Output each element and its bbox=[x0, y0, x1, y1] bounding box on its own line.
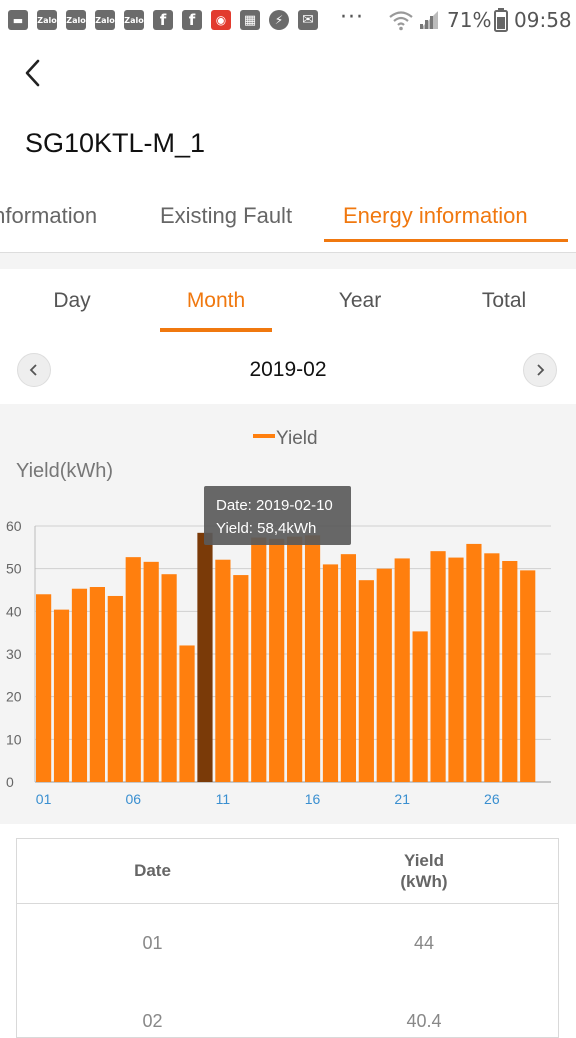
tab-energy-information[interactable]: Energy information bbox=[343, 203, 528, 228]
bar-20[interactable] bbox=[376, 568, 392, 782]
x-tick-label: 16 bbox=[305, 791, 321, 807]
back-arrow-icon[interactable] bbox=[18, 58, 48, 88]
signal-icon bbox=[420, 11, 438, 29]
period-tab-month[interactable]: Month bbox=[186, 289, 246, 312]
x-tick-label: 26 bbox=[484, 791, 500, 807]
table-row: 01 44 bbox=[17, 904, 558, 982]
y-tick-label: 40 bbox=[6, 603, 22, 619]
y-tick-label: 10 bbox=[6, 731, 22, 747]
y-axis-title: Yield(kWh) bbox=[16, 460, 113, 482]
device-title: SG10KTL-M_1 bbox=[25, 128, 206, 158]
zalo-icon: Zalo bbox=[95, 10, 115, 30]
bar-01[interactable] bbox=[36, 594, 52, 782]
more-indicator: ··· bbox=[340, 5, 364, 30]
section-divider bbox=[0, 253, 576, 269]
cell-yield: 44 bbox=[413, 932, 435, 953]
bar-10[interactable] bbox=[197, 532, 213, 782]
x-tick-label: 01 bbox=[36, 791, 52, 807]
bar-05[interactable] bbox=[107, 595, 123, 782]
chevron-left-icon bbox=[29, 364, 37, 376]
bar-09[interactable] bbox=[179, 645, 195, 782]
message-icon: ▬ bbox=[8, 10, 28, 30]
app-icon: ▦ bbox=[240, 10, 260, 30]
bar-16[interactable] bbox=[304, 535, 321, 782]
messenger-icon: ⚡ bbox=[269, 10, 289, 30]
previous-period-button[interactable] bbox=[17, 353, 51, 387]
table-header: Date Yield (kWh) bbox=[17, 839, 558, 904]
period-tab-indicator bbox=[160, 328, 272, 332]
tab-existing-fault[interactable]: Existing Fault bbox=[160, 203, 293, 228]
yield-chart-panel: 0 10 20 30 40 50 60 01 06 11 16 21 26 Yield Yield(k… bbox=[0, 404, 576, 824]
period-tab-year[interactable]: Year bbox=[338, 289, 382, 312]
bar-18[interactable] bbox=[340, 554, 357, 782]
bar-24[interactable] bbox=[448, 557, 464, 782]
tooltip-date: Date: 2019-02-10 bbox=[216, 497, 333, 514]
facebook-icon: f bbox=[153, 10, 173, 30]
legend-swatch bbox=[253, 434, 275, 438]
cell-date: 02 bbox=[142, 1010, 163, 1031]
bar-02[interactable] bbox=[53, 609, 70, 782]
table-row: 02 40.4 bbox=[17, 982, 558, 1037]
bar-28[interactable] bbox=[520, 570, 536, 782]
y-tick-label: 30 bbox=[6, 646, 22, 662]
tooltip-yield: Yield: 58,4kWh bbox=[216, 520, 316, 537]
y-tick-label: 50 bbox=[6, 561, 22, 577]
status-bar: ▬ Zalo Zalo Zalo Zalo f f ◉ ▦ ⚡ ✉ ··· 71% 09:58 bbox=[0, 0, 576, 42]
bar-15[interactable] bbox=[287, 536, 303, 782]
bar-13[interactable] bbox=[251, 537, 267, 782]
battery-percent: 71% bbox=[447, 8, 492, 32]
bar-08[interactable] bbox=[161, 574, 177, 782]
bar-23[interactable] bbox=[430, 551, 446, 782]
bar-07[interactable] bbox=[143, 561, 159, 782]
chevron-right-icon bbox=[537, 364, 545, 376]
wifi-icon bbox=[389, 11, 413, 31]
chart-tooltip: Date: 2019-02-10 Yield: 58,4kWh bbox=[204, 486, 351, 545]
period-tab-total[interactable]: Total bbox=[481, 289, 527, 312]
y-tick-label: 60 bbox=[6, 518, 22, 534]
clock: 09:58 bbox=[514, 8, 572, 32]
yield-bar-chart[interactable]: 0 10 20 30 40 50 60 01 06 11 16 21 26 Yield Yield(k… bbox=[0, 404, 576, 824]
cell-date: 01 bbox=[142, 932, 163, 953]
bar-11[interactable] bbox=[215, 559, 231, 782]
bar-27[interactable] bbox=[502, 560, 518, 782]
bar-14[interactable] bbox=[269, 538, 285, 782]
cell-yield: 40.4 bbox=[406, 1010, 442, 1031]
bar-25[interactable] bbox=[466, 543, 482, 782]
period-tabs: Day Month Year Total bbox=[0, 269, 576, 335]
bar-17[interactable] bbox=[322, 564, 339, 782]
y-tick-label: 0 bbox=[6, 774, 14, 790]
bar-04[interactable] bbox=[89, 587, 105, 782]
current-period: 2019-02 bbox=[249, 358, 327, 381]
x-tick-label: 21 bbox=[394, 791, 410, 807]
column-header-yield: Yield (kWh) bbox=[400, 851, 448, 891]
tab-information[interactable]: Information bbox=[0, 203, 98, 228]
facebook-icon: f bbox=[182, 10, 202, 30]
battery-icon bbox=[494, 8, 508, 32]
zalo-icon: Zalo bbox=[66, 10, 86, 30]
period-tab-day[interactable]: Day bbox=[53, 289, 91, 312]
column-header-date: Date bbox=[134, 861, 171, 880]
yield-table: Date Yield (kWh) 01 44 02 40.4 bbox=[16, 838, 559, 1038]
bar-19[interactable] bbox=[358, 580, 374, 782]
y-tick-label: 20 bbox=[6, 689, 22, 705]
bar-12[interactable] bbox=[233, 575, 249, 782]
bar-26[interactable] bbox=[484, 553, 500, 782]
zalo-icon: Zalo bbox=[37, 10, 57, 30]
tab-active-indicator bbox=[324, 239, 568, 242]
detail-tabs: Information Existing Fault Energy inform… bbox=[0, 186, 576, 253]
bar-21[interactable] bbox=[394, 558, 410, 782]
legend-label: Yield bbox=[276, 428, 318, 449]
mail-icon: ✉ bbox=[298, 10, 318, 30]
x-tick-label: 06 bbox=[125, 791, 141, 807]
bar-22[interactable] bbox=[412, 631, 428, 782]
x-tick-label: 11 bbox=[216, 791, 231, 807]
bar-03[interactable] bbox=[71, 588, 88, 782]
news-icon: ◉ bbox=[211, 10, 231, 30]
bar-06[interactable] bbox=[125, 557, 141, 782]
zalo-icon: Zalo bbox=[124, 10, 144, 30]
next-period-button[interactable] bbox=[523, 353, 557, 387]
